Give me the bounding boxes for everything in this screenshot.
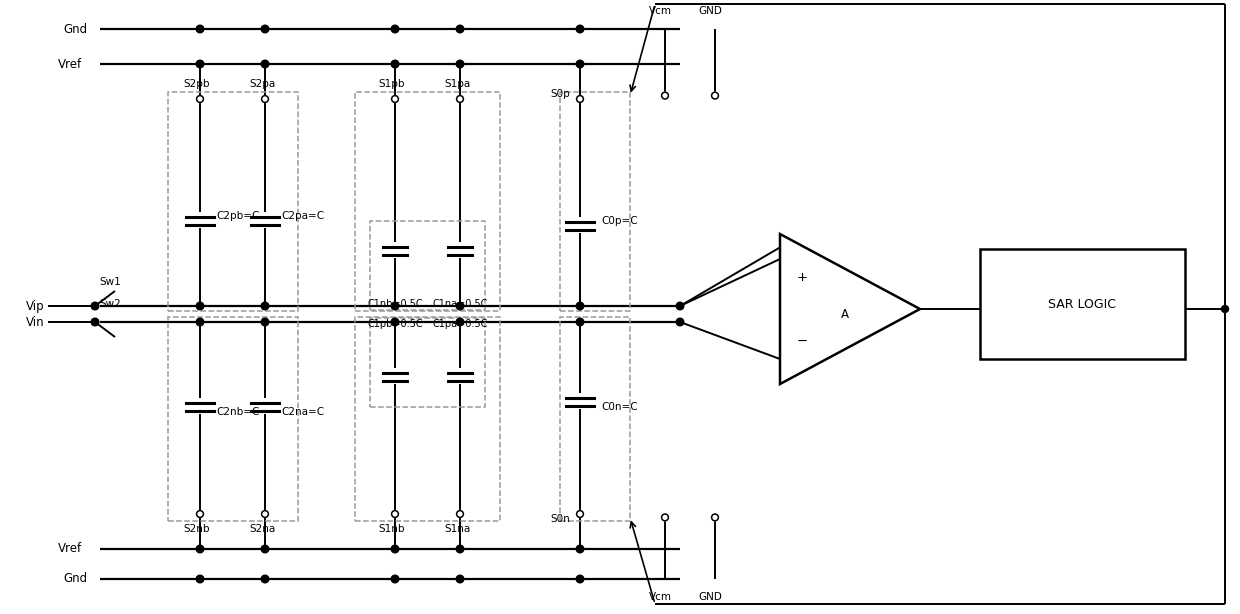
Circle shape [662,514,668,521]
Text: C2pa=C: C2pa=C [281,211,325,221]
Bar [560,92,630,311]
Text: S1pb: S1pb [378,79,405,89]
Circle shape [196,60,203,68]
Bar [980,249,1185,359]
Text: C1pb=0.5C: C1pb=0.5C [367,319,423,329]
Text: S1pa: S1pa [444,79,470,89]
Circle shape [391,575,399,583]
Text: Vin: Vin [26,316,45,328]
Circle shape [676,302,683,310]
Circle shape [456,318,464,326]
Circle shape [391,25,399,33]
Circle shape [262,318,269,326]
Circle shape [391,545,399,553]
Circle shape [577,575,584,583]
Circle shape [391,318,399,326]
Circle shape [577,545,584,553]
Text: S0p: S0p [551,89,570,99]
Bar [370,318,485,407]
Text: S2pb: S2pb [184,79,211,89]
Circle shape [712,514,718,521]
Circle shape [196,545,203,553]
Circle shape [262,302,269,310]
Text: Vip: Vip [26,300,45,313]
Circle shape [456,60,464,68]
Circle shape [197,96,203,103]
Circle shape [577,318,584,326]
Text: Sw2: Sw2 [99,299,120,309]
Circle shape [456,96,464,103]
Circle shape [456,545,464,553]
Circle shape [196,318,203,326]
Text: S1nb: S1nb [378,524,405,534]
Circle shape [662,92,668,99]
Text: S1na: S1na [444,524,470,534]
Circle shape [392,511,398,518]
Circle shape [712,92,718,99]
Text: A: A [841,308,849,321]
Text: Vref: Vref [58,58,82,71]
Text: C2pb=C: C2pb=C [216,211,259,221]
Text: Vref: Vref [58,543,82,556]
Circle shape [391,60,399,68]
Text: S2pa: S2pa [249,79,275,89]
Bar [355,92,500,311]
Circle shape [577,96,583,103]
Circle shape [676,318,683,326]
Text: C1nb=0.5C: C1nb=0.5C [367,299,423,309]
Text: GND: GND [698,6,722,16]
Circle shape [577,60,584,68]
Circle shape [391,302,399,310]
Circle shape [262,545,269,553]
Text: GND: GND [698,592,722,602]
Text: Gnd: Gnd [63,572,87,586]
Text: C2na=C: C2na=C [281,407,325,417]
Circle shape [196,575,203,583]
Text: SAR LOGIC: SAR LOGIC [1049,298,1116,311]
Circle shape [196,302,203,310]
Circle shape [456,511,464,518]
Circle shape [262,96,268,103]
Text: S0n: S0n [551,514,570,524]
Circle shape [196,25,203,33]
Circle shape [456,302,464,310]
Bar [560,317,630,521]
Text: −: − [796,335,807,348]
Circle shape [456,25,464,33]
Text: Vcm: Vcm [649,6,672,16]
Text: +: + [796,271,807,284]
Text: C2nb=C: C2nb=C [216,407,259,417]
Bar [167,317,298,521]
Circle shape [262,60,269,68]
Text: Vcm: Vcm [649,592,672,602]
Bar [167,92,298,311]
Circle shape [92,302,99,310]
Text: Gnd: Gnd [63,23,87,36]
Bar [355,317,500,521]
Text: S2nb: S2nb [184,524,211,534]
Circle shape [262,575,269,583]
Text: C1na=0.5C: C1na=0.5C [433,299,487,309]
Circle shape [1221,306,1229,313]
Bar [370,221,485,310]
Text: S2na: S2na [249,524,275,534]
Circle shape [577,302,584,310]
Circle shape [392,96,398,103]
Text: C0n=C: C0n=C [601,402,639,412]
Circle shape [456,575,464,583]
Circle shape [197,511,203,518]
Text: C1pa=0.5C: C1pa=0.5C [433,319,487,329]
Circle shape [92,318,99,326]
Text: C0p=C: C0p=C [601,216,639,226]
Text: Sw1: Sw1 [99,277,120,287]
Circle shape [577,25,584,33]
Circle shape [262,25,269,33]
Circle shape [262,511,268,518]
Circle shape [577,511,583,518]
